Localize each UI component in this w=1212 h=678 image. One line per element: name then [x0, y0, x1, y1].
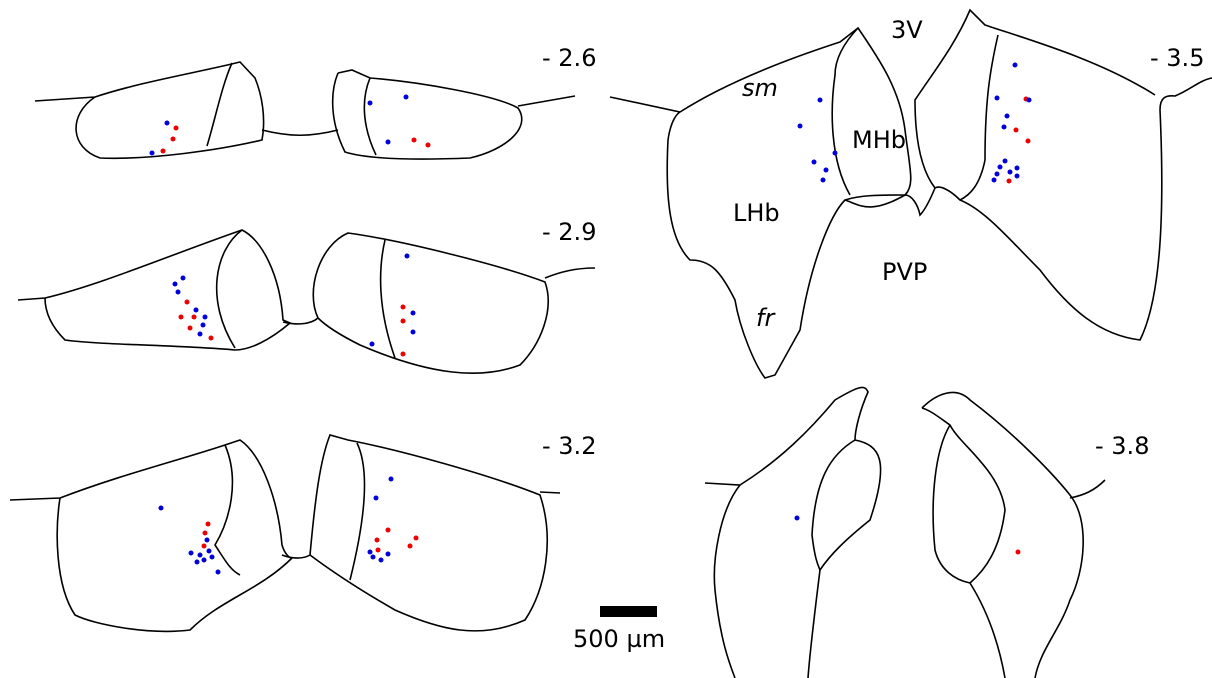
region-label: sm — [742, 74, 778, 102]
region-label: PVP — [882, 258, 927, 286]
section-label: - 3.5 — [1150, 44, 1204, 72]
section-label: - 2.6 — [542, 44, 596, 72]
region-label: LHb — [733, 199, 780, 227]
outlines — [10, 10, 1212, 678]
scale-bar — [600, 606, 657, 617]
region-label: fr — [756, 304, 776, 332]
section-label: - 2.9 — [542, 218, 596, 246]
figure: - 2.6 - 2.9 - 3.2 - 3.5 - 3.8 3V sm MHb … — [0, 0, 1212, 678]
region-label: MHb — [852, 126, 906, 154]
section-label: - 3.8 — [1095, 432, 1149, 460]
region-label: 3V — [891, 16, 923, 44]
scale-bar-label: 500 µm — [573, 625, 665, 653]
section-label: - 3.2 — [542, 432, 596, 460]
